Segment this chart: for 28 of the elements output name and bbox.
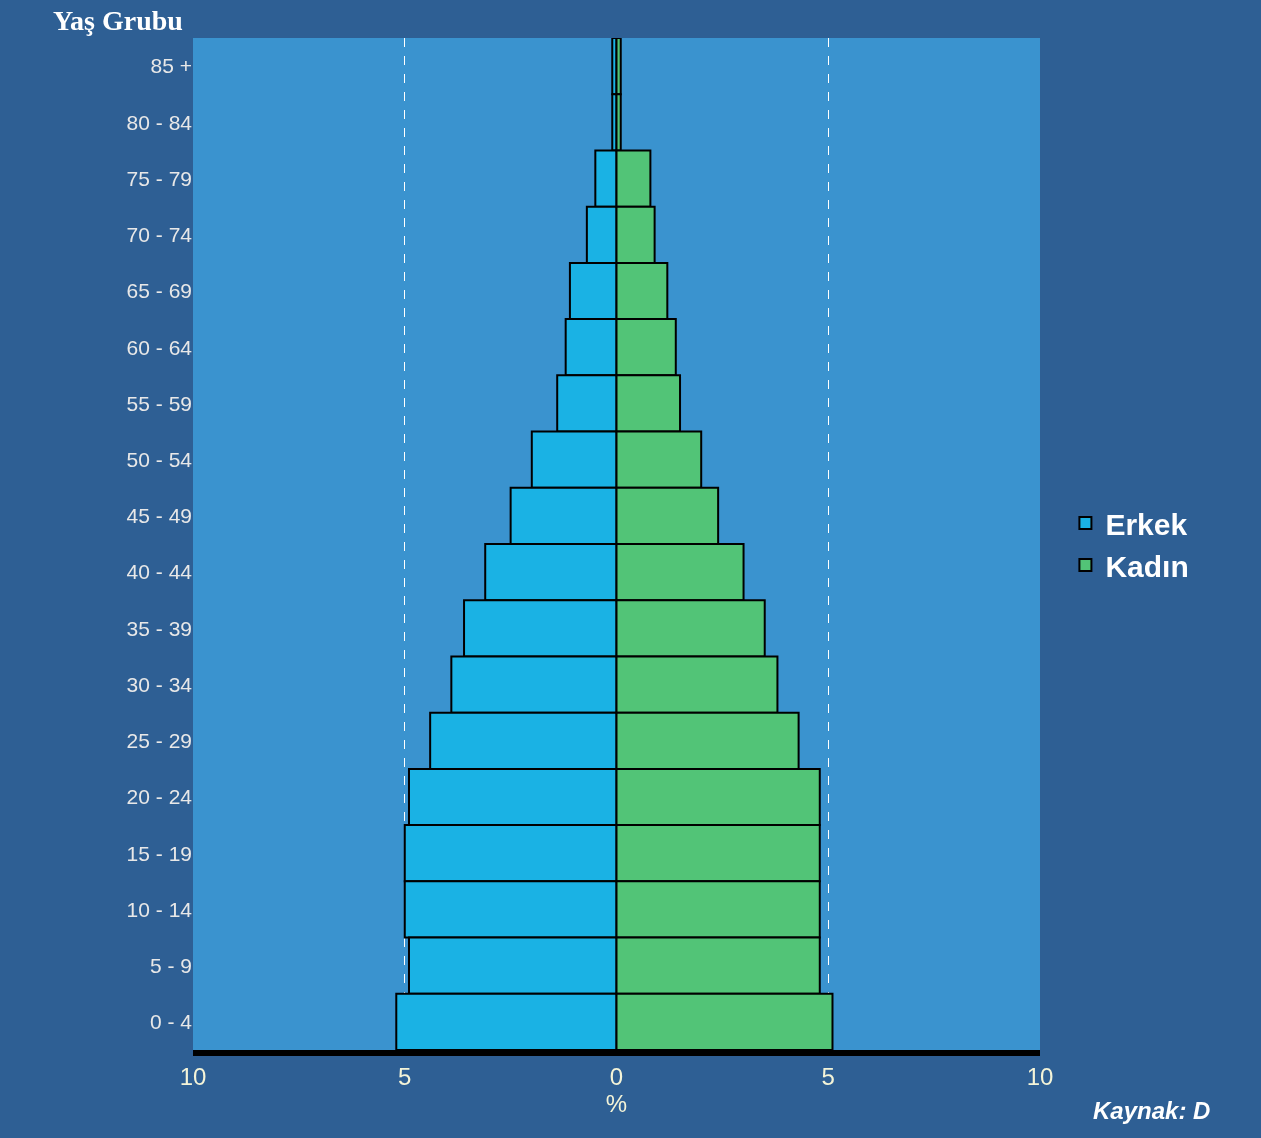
y-tick-label: 5 - 9 [149, 954, 192, 978]
y-tick-label: 15 - 19 [126, 841, 192, 865]
y-tick-label: 80 - 84 [126, 110, 193, 134]
x-tick-label: 5 [398, 1062, 412, 1090]
x-tick-label: 0 [609, 1062, 624, 1090]
x-tick-label: 5 [821, 1062, 835, 1090]
y-tick-label: 35 - 39 [126, 616, 192, 640]
legend-label: Kadın [1105, 549, 1189, 583]
y-tick-label: 40 - 44 [126, 560, 193, 584]
y-tick-label: 0 - 4 [149, 1010, 193, 1034]
y-tick-label: 10 - 14 [126, 897, 193, 921]
y-tick-label: 45 - 49 [126, 504, 192, 528]
y-axis-title: Yaş Grubu [53, 5, 183, 36]
x-tick-label: 10 [1026, 1062, 1054, 1090]
y-tick-label: 20 - 24 [126, 785, 193, 809]
y-tick-label: 55 - 59 [126, 391, 192, 415]
y-tick-label: 65 - 69 [126, 279, 192, 303]
y-tick-label: 75 - 79 [126, 166, 192, 190]
y-tick-label: 30 - 34 [126, 672, 193, 696]
y-tick-label: 60 - 64 [126, 335, 193, 359]
y-tick-label: 25 - 29 [126, 729, 192, 753]
text: Kaynak: D [1093, 1097, 1211, 1124]
x-tick-label: 10 [179, 1062, 207, 1090]
y-tick-label: 85 + [150, 54, 192, 78]
y-tick-label: 70 - 74 [126, 223, 193, 247]
legend-label: Erkek [1105, 507, 1188, 541]
x-axis-title: % [605, 1089, 628, 1117]
y-tick-label: 50 - 54 [126, 448, 193, 472]
